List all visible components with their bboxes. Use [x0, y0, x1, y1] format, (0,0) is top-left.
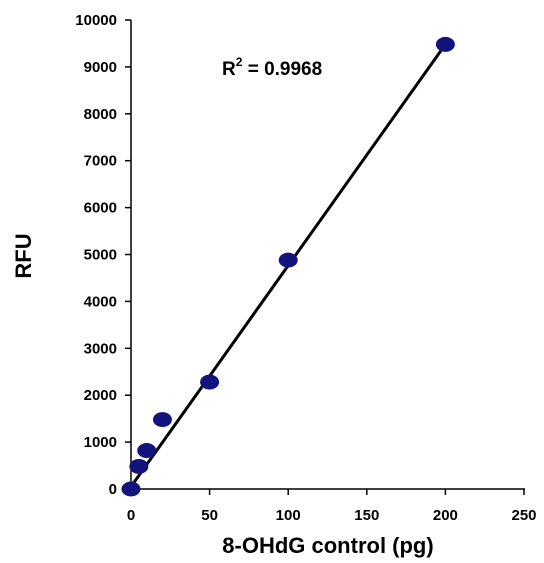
y-axis-title: RFU	[11, 233, 36, 278]
r-squared-value: = 0.9968	[242, 59, 322, 80]
data-points	[121, 36, 455, 497]
x-tick-label: 0	[127, 507, 135, 524]
data-point	[435, 36, 455, 52]
y-tick-label: 0	[109, 481, 117, 498]
y-tick-label: 10000	[75, 12, 117, 29]
ticks: 0100020003000400050006000700080009000100…	[75, 12, 536, 524]
x-axis-title: 8-OHdG control (pg)	[222, 533, 433, 558]
x-tick-label: 100	[276, 507, 301, 524]
data-point	[152, 412, 172, 428]
data-point	[278, 252, 298, 268]
data-point	[137, 443, 157, 459]
y-tick-label: 7000	[84, 153, 117, 170]
axes	[130, 20, 525, 490]
data-point	[200, 374, 220, 390]
y-tick-label: 1000	[84, 434, 117, 451]
y-tick-label: 2000	[84, 387, 117, 404]
y-tick-label: 6000	[84, 200, 117, 217]
r-squared-annotation: R2 = 0.9968	[222, 55, 322, 80]
r-squared-superscript: 2	[236, 55, 243, 69]
x-tick-label: 200	[433, 507, 458, 524]
x-tick-label: 150	[354, 507, 379, 524]
y-tick-label: 4000	[84, 293, 117, 310]
data-point	[121, 481, 141, 497]
y-tick-label: 3000	[84, 340, 117, 357]
x-tick-label: 50	[201, 507, 218, 524]
r-squared-prefix: R	[222, 59, 236, 80]
data-point	[129, 458, 149, 474]
y-tick-label: 9000	[84, 59, 117, 76]
y-tick-label: 8000	[84, 106, 117, 123]
y-tick-label: 5000	[84, 247, 117, 264]
x-tick-label: 250	[511, 507, 536, 524]
